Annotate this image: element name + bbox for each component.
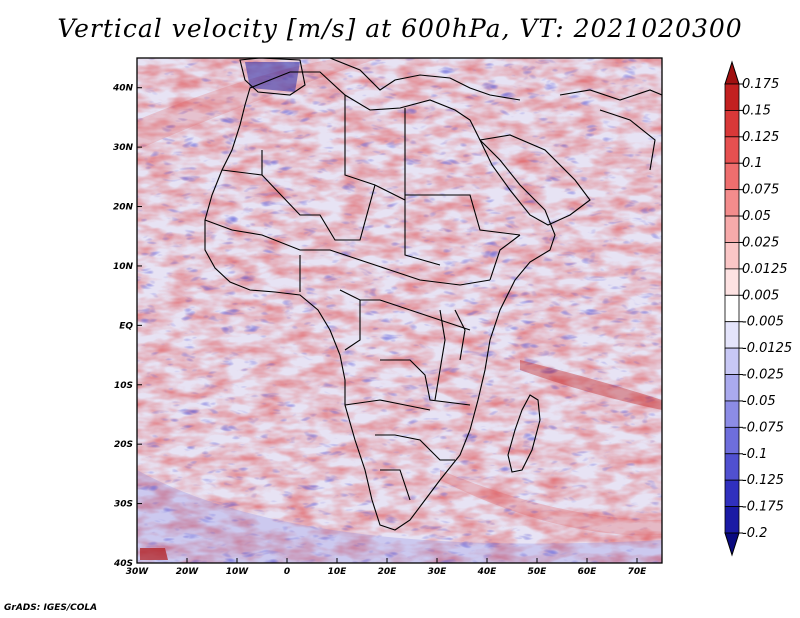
colorbar-label: 0.005 [742, 288, 779, 303]
map-frame [136, 57, 663, 564]
colorbar-label: -0.075 [742, 420, 784, 435]
colorbar-segment [724, 374, 740, 402]
y-tick-label: 20N [113, 203, 134, 213]
y-tick-label: 30N [113, 143, 134, 153]
heatmap-field [137, 58, 662, 563]
colorbar: 0.175 0.15 0.125 0.1 0.075 0.05 0.025 0.0125 0.0… [724, 60, 792, 557]
y-tick-label: 40S [113, 559, 133, 569]
x-tick-label: 10W [226, 567, 250, 577]
colorbar-segment [724, 532, 740, 557]
colorbar-segment [724, 453, 740, 481]
colorbar-label: 0.125 [742, 130, 779, 145]
x-tick-label: 70E [628, 567, 648, 577]
colorbar-label: -0.1 [742, 447, 767, 462]
y-tick-label: 40N [112, 84, 134, 94]
colorbar-label: 0.025 [742, 235, 779, 250]
x-tick-label: 20E [378, 567, 398, 577]
colorbar-segment [724, 60, 740, 85]
colorbar-label: 0.0125 [742, 262, 788, 277]
colorbar-segment [724, 268, 740, 296]
colorbar-segment [724, 426, 740, 455]
y-tick-label: 30S [114, 500, 133, 510]
colorbar-segment [724, 83, 740, 111]
x-tick-label: 60E [578, 567, 598, 577]
colorbar-label: 0.05 [742, 209, 771, 224]
colorbar-segment [724, 215, 740, 243]
colorbar-label: -0.175 [742, 500, 784, 515]
colorbar-segment [724, 506, 740, 534]
x-tick-label: 50E [528, 567, 548, 577]
colorbar-label: 0.175 [742, 77, 779, 92]
colorbar-label: -0.005 [742, 315, 784, 330]
colorbar-label: 0.1 [742, 156, 763, 171]
colorbar-label: -0.125 [742, 473, 784, 488]
x-tick-label: 0 [284, 567, 290, 577]
colorbar-segment [724, 479, 740, 507]
colorbar-label: -0.025 [742, 368, 784, 383]
x-tick-label: 30E [428, 567, 448, 577]
x-tick-label: 40E [477, 567, 498, 577]
coastlines [204, 58, 662, 531]
y-tick-label: 20S [114, 440, 133, 450]
colorbar-label: -0.05 [742, 394, 776, 409]
y-tick-label: 10S [114, 381, 133, 391]
y-tick-label: 10N [113, 262, 134, 272]
x-tick-label: 10E [328, 567, 348, 577]
y-tick-label: EQ [119, 321, 133, 331]
colorbar-label: 0.075 [742, 183, 779, 198]
y-axis: 40N 30N 20N 10N EQ 10S 20S 30S 40S [112, 84, 142, 569]
chart-title: Vertical velocity [m/s] at 600hPa, VT: 2… [57, 14, 743, 43]
x-tick-label: 30W [126, 567, 150, 577]
colorbar-segment [724, 162, 740, 191]
x-axis: 30W 20W 10W 0 10E 20E 30E 40E 50E 60E 70E [126, 558, 647, 577]
colorbar-segment [724, 294, 740, 323]
colorbar-segment [724, 347, 740, 375]
colorbar-segment [724, 189, 740, 217]
colorbar-segment [724, 321, 740, 349]
x-tick-label: 20W [176, 567, 200, 577]
colorbar-label: 0.15 [742, 103, 771, 118]
grads-credit: GrADS: IGES/COLA [4, 603, 98, 613]
colorbar-segment [724, 242, 740, 270]
colorbar-segment [724, 110, 740, 138]
colorbar-label: -0.0125 [742, 341, 792, 356]
colorbar-label: -0.2 [742, 526, 767, 541]
colorbar-segment [724, 400, 740, 428]
colorbar-segment [724, 136, 740, 164]
